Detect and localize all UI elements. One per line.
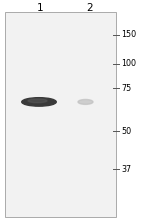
Text: 100: 100 <box>122 59 136 68</box>
Ellipse shape <box>28 99 47 103</box>
Bar <box>4 12 116 217</box>
Text: 2: 2 <box>87 3 93 13</box>
Text: 1: 1 <box>37 3 44 13</box>
Ellipse shape <box>78 99 93 104</box>
Text: 150: 150 <box>122 30 137 39</box>
Text: 37: 37 <box>122 165 132 174</box>
Text: 50: 50 <box>122 127 132 136</box>
Text: 75: 75 <box>122 84 132 93</box>
Ellipse shape <box>22 98 56 106</box>
